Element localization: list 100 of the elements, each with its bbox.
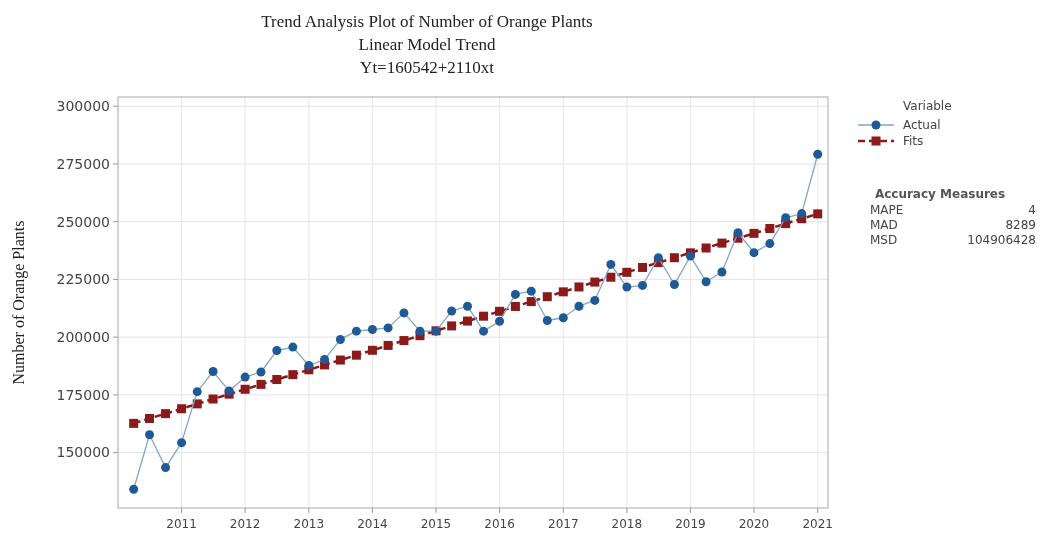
point (415, 326, 425, 336)
point (240, 384, 250, 394)
point (463, 316, 473, 326)
point (335, 355, 345, 365)
point (145, 430, 155, 440)
x-tick-label: 2017 (548, 517, 579, 531)
x-tick-label: 2015 (420, 517, 452, 531)
point (526, 297, 536, 307)
point (638, 262, 648, 272)
point (447, 306, 457, 316)
point (177, 438, 187, 448)
point (574, 282, 584, 292)
point (558, 313, 568, 323)
point (463, 301, 473, 311)
point (669, 253, 679, 263)
point (192, 399, 202, 409)
legend-title: Variable (903, 99, 952, 113)
point (240, 372, 250, 382)
point (510, 301, 520, 311)
y-tick-label: 200000 (56, 329, 110, 346)
legend-label: Actual (903, 118, 941, 133)
point (574, 301, 584, 311)
point (813, 149, 823, 159)
point (288, 370, 298, 380)
point (161, 409, 171, 419)
text: MAD 8289 (870, 218, 1036, 232)
point (638, 280, 648, 290)
point (590, 295, 600, 305)
point (208, 394, 218, 404)
point (479, 326, 489, 336)
y-axis-title: Number of Orange Plants (10, 220, 28, 385)
point (622, 282, 632, 292)
point (399, 308, 409, 318)
x-tick-label: 2012 (229, 517, 261, 531)
point (335, 334, 345, 344)
point (813, 209, 823, 219)
point (717, 238, 727, 248)
point (526, 286, 536, 296)
point (749, 228, 759, 238)
point (399, 336, 409, 346)
point (351, 350, 361, 360)
point (765, 223, 775, 233)
point (495, 306, 505, 316)
point (145, 414, 155, 423)
x-tick-label: 2016 (484, 517, 515, 531)
point (272, 375, 282, 385)
x-tick-label: 2014 (357, 517, 388, 531)
point (479, 311, 489, 321)
chart-subtitle: Linear Model Trend (358, 35, 496, 54)
point (351, 326, 361, 336)
y-tick-label: 150000 (56, 444, 110, 461)
point (495, 316, 505, 326)
x-tick-label: 2021 (802, 517, 833, 531)
x-tick-label: 2013 (293, 517, 325, 531)
point (701, 277, 711, 287)
text: Accuracy Measures (874, 187, 1006, 201)
point (161, 463, 171, 473)
point (749, 248, 759, 258)
point (129, 418, 139, 428)
point (304, 361, 314, 371)
point (447, 321, 457, 331)
chart-title: Trend Analysis Plot of Number of Orange Plants (261, 12, 593, 31)
point (288, 342, 298, 352)
point (367, 345, 377, 355)
y-tick-label: 175000 (56, 386, 110, 403)
point (669, 279, 679, 289)
y-tick-label: 275000 (56, 155, 110, 172)
point (320, 355, 330, 365)
point (177, 404, 187, 414)
point (606, 272, 616, 282)
point (383, 340, 393, 350)
point (383, 323, 393, 333)
y-tick-label: 225000 (56, 271, 110, 288)
point (558, 287, 568, 297)
point (701, 243, 711, 253)
text: MSD 104906428 (870, 233, 1036, 247)
point (765, 239, 775, 249)
point (733, 228, 743, 238)
point (256, 379, 266, 389)
point (272, 346, 282, 356)
point (256, 367, 266, 377)
x-tick-label: 2020 (738, 517, 770, 531)
point (129, 484, 139, 494)
point (653, 253, 663, 263)
point (367, 325, 377, 335)
point (542, 316, 552, 326)
point (590, 277, 600, 287)
y-tick-label: 300000 (56, 98, 110, 115)
point (192, 387, 202, 397)
point (542, 292, 552, 302)
point (781, 213, 791, 223)
point (797, 209, 807, 219)
x-tick-label: 2019 (675, 517, 706, 531)
x-tick-label: 2011 (166, 517, 197, 531)
y-tick-label: 250000 (56, 213, 110, 230)
legend-label: Fits (903, 134, 924, 149)
x-tick-label: 2018 (611, 517, 643, 531)
point (606, 259, 616, 269)
point (510, 289, 520, 299)
point (208, 367, 218, 377)
